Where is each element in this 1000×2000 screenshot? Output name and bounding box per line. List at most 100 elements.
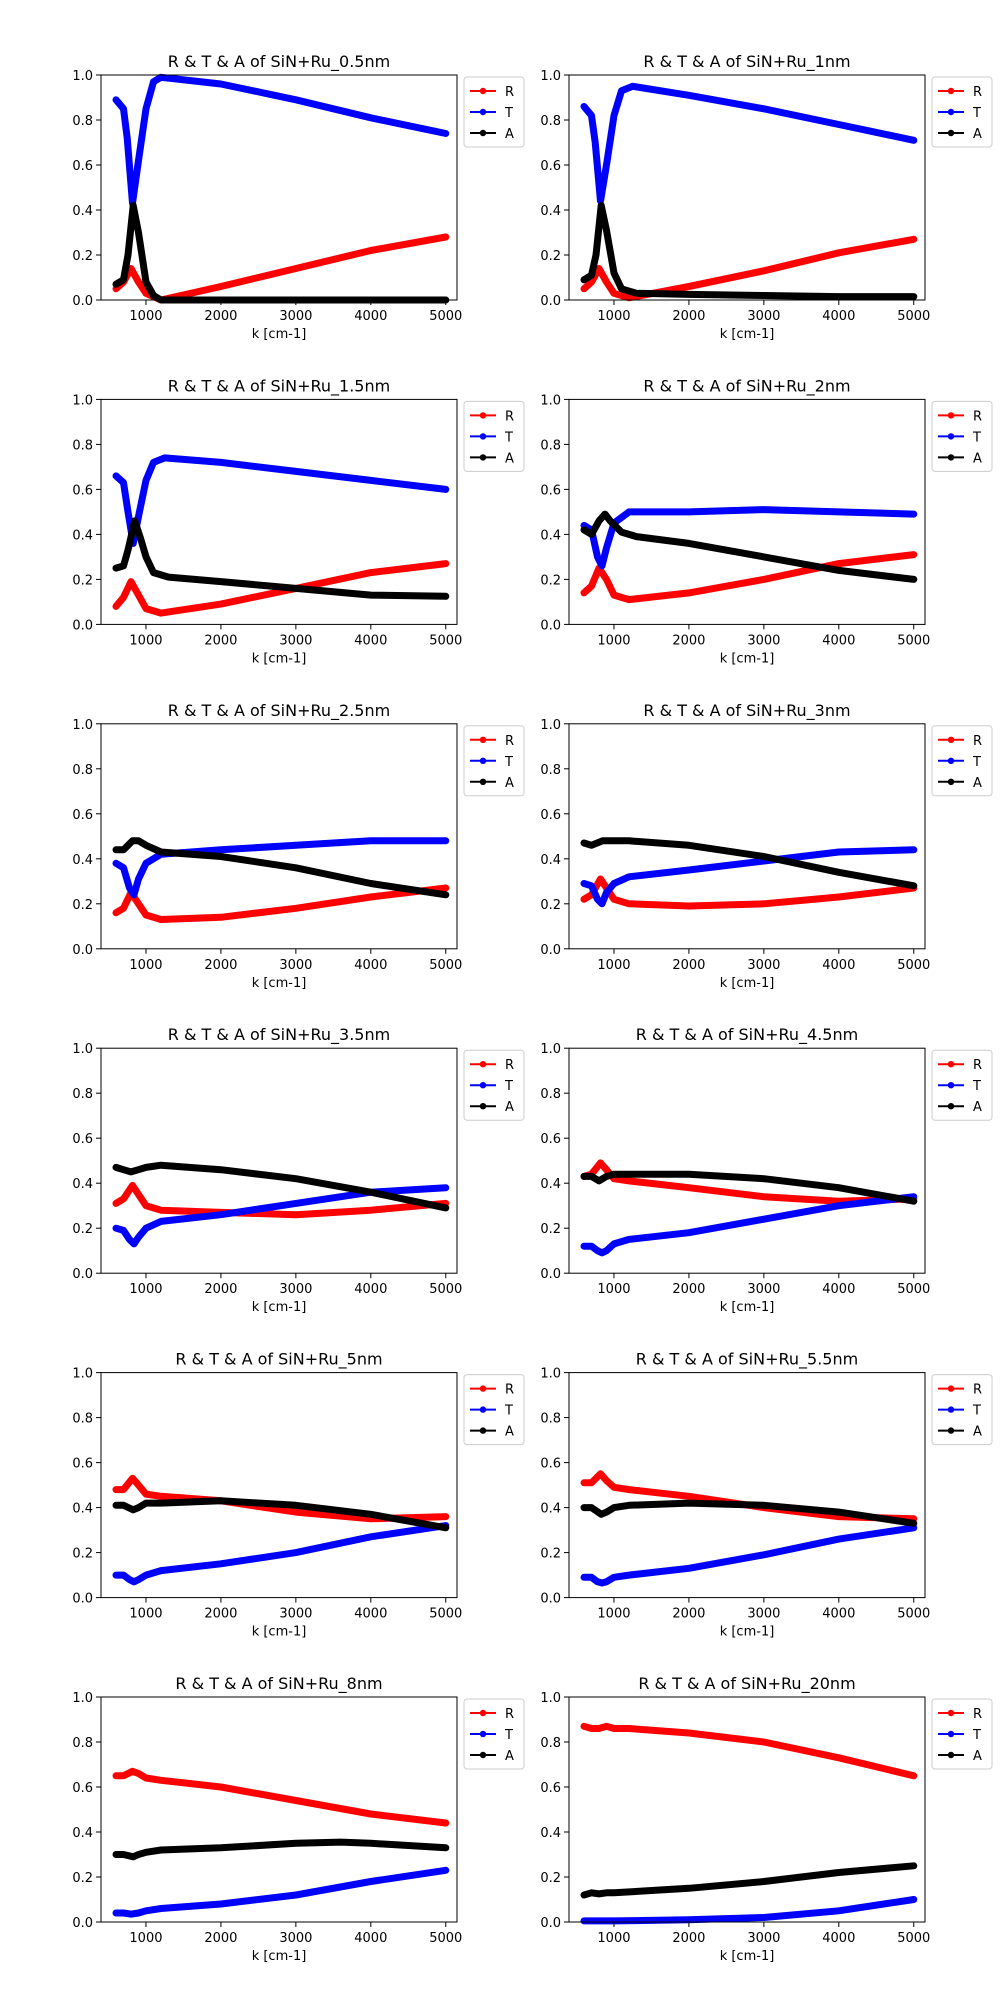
series-T-line bbox=[112, 454, 450, 547]
series-R-line bbox=[112, 1474, 450, 1523]
legend-R-marker bbox=[947, 87, 955, 95]
y-tick-label: 0.6 bbox=[72, 808, 93, 823]
x-tick-label: 1000 bbox=[129, 633, 162, 648]
legend-A-label: A bbox=[505, 776, 514, 791]
series-R-line bbox=[112, 884, 450, 923]
series-T-line bbox=[580, 1524, 918, 1587]
chart-title: R & T & A of SiN+Ru_2.5nm bbox=[168, 701, 390, 721]
x-tick-label: 4000 bbox=[822, 958, 855, 973]
legend-T-marker bbox=[479, 1406, 487, 1413]
legend-A-label: A bbox=[973, 127, 982, 142]
x-tick-label: 3000 bbox=[747, 633, 780, 648]
y-tick-label: 1.0 bbox=[540, 69, 561, 84]
legend-A-marker bbox=[947, 1751, 955, 1759]
y-tick-label: 0.4 bbox=[540, 1177, 561, 1192]
x-tick-label: 3000 bbox=[279, 1607, 312, 1622]
legend-T-label: T bbox=[504, 430, 513, 445]
y-tick-label: 0.6 bbox=[540, 808, 561, 823]
y-tick-label: 0.0 bbox=[72, 618, 93, 633]
x-tick-label: 1000 bbox=[129, 1607, 162, 1622]
y-tick-label: 0.4 bbox=[72, 1826, 93, 1841]
chart-8: R & T & A of SiN+Ru_4.5nm 1000 2000 3000 400… bbox=[540, 1025, 993, 1315]
series-T-line bbox=[112, 73, 450, 207]
x-tick-label: 5000 bbox=[429, 1931, 462, 1946]
y-tick-label: 0.8 bbox=[72, 1087, 93, 1102]
x-tick-label: 4000 bbox=[354, 1282, 387, 1297]
x-tick-label: 4000 bbox=[822, 1931, 855, 1946]
legend-T-marker bbox=[947, 1730, 955, 1738]
series-A-line bbox=[580, 1170, 918, 1205]
y-tick-label: 0.8 bbox=[540, 1412, 561, 1427]
y-tick-label: 0.6 bbox=[540, 1781, 561, 1796]
legend-R-marker bbox=[479, 1061, 487, 1068]
chart-6: R & T & A of SiN+Ru_3nm 1000 2000 3000 4000 5… bbox=[540, 701, 993, 991]
x-tick-label: 1000 bbox=[597, 309, 630, 324]
x-tick-label: 2000 bbox=[204, 1282, 237, 1297]
y-tick-label: 0.2 bbox=[72, 1871, 93, 1886]
legend: RTA bbox=[931, 725, 993, 797]
y-tick-label: 0.6 bbox=[540, 1457, 561, 1472]
y-tick-label: 0.8 bbox=[72, 114, 93, 129]
y-tick-label: 0.6 bbox=[72, 1781, 93, 1796]
y-tick-label: 0.6 bbox=[72, 1457, 93, 1472]
series-T-line bbox=[580, 846, 918, 908]
series-A-line bbox=[112, 837, 450, 899]
legend-T-marker bbox=[947, 1082, 955, 1089]
y-tick-label: 0.0 bbox=[540, 618, 561, 633]
legend-T-label: T bbox=[972, 1079, 981, 1094]
x-axis-label: k [cm-1] bbox=[720, 651, 775, 666]
legend-T-label: T bbox=[504, 106, 513, 121]
x-tick-label: 4000 bbox=[822, 633, 855, 648]
y-tick-label: 0.2 bbox=[540, 1547, 561, 1562]
legend-A-marker bbox=[479, 129, 487, 137]
x-tick-label: 1000 bbox=[597, 1282, 630, 1297]
x-tick-label: 5000 bbox=[429, 1282, 462, 1297]
series-R-line bbox=[580, 235, 918, 302]
legend-T-marker bbox=[479, 108, 487, 116]
legend: RTA bbox=[463, 725, 525, 797]
legend-A-marker bbox=[479, 1751, 487, 1759]
x-tick-label: 3000 bbox=[747, 958, 780, 973]
y-tick-label: 1.0 bbox=[540, 718, 561, 733]
chart-2: R & T & A of SiN+Ru_1nm 1000 2000 3000 4000 5… bbox=[540, 52, 993, 342]
legend-A-label: A bbox=[505, 1100, 514, 1115]
x-tick-label: 1000 bbox=[597, 633, 630, 648]
series-T-line bbox=[112, 1522, 450, 1586]
y-tick-label: 0.6 bbox=[72, 1132, 93, 1147]
x-tick-label: 3000 bbox=[279, 633, 312, 648]
chart-9: R & T & A of SiN+Ru_5nm 1000 2000 3000 4000 5… bbox=[72, 1350, 525, 1640]
legend-R-label: R bbox=[505, 409, 514, 424]
series-A-line bbox=[580, 1499, 918, 1527]
y-tick-label: 0.8 bbox=[540, 763, 561, 778]
legend-T-marker bbox=[947, 1406, 955, 1413]
x-tick-label: 3000 bbox=[279, 1282, 312, 1297]
legend-R-label: R bbox=[973, 85, 982, 100]
y-tick-label: 1.0 bbox=[72, 1691, 93, 1706]
x-tick-label: 2000 bbox=[204, 309, 237, 324]
x-axis-label: k [cm-1] bbox=[720, 976, 775, 991]
plot-frame bbox=[100, 723, 458, 950]
y-tick-label: 0.4 bbox=[540, 204, 561, 219]
chart-3: R & T & A of SiN+Ru_1.5nm 1000 2000 3000 400… bbox=[72, 376, 525, 666]
legend-R-label: R bbox=[505, 1058, 514, 1073]
x-tick-label: 1000 bbox=[129, 309, 162, 324]
series-R-line bbox=[112, 233, 450, 304]
x-axis-label: k [cm-1] bbox=[720, 1949, 775, 1964]
legend-A-label: A bbox=[973, 1100, 982, 1115]
legend-A-marker bbox=[947, 1427, 955, 1434]
legend-A-label: A bbox=[505, 127, 514, 142]
series-R-line bbox=[112, 1767, 450, 1827]
legend-R-label: R bbox=[505, 734, 514, 749]
x-axis-label: k [cm-1] bbox=[252, 976, 307, 991]
series-A-line bbox=[112, 202, 450, 304]
legend: RTA bbox=[463, 76, 525, 148]
legend: RTA bbox=[931, 76, 993, 148]
legend-R-label: R bbox=[973, 1707, 982, 1722]
y-tick-label: 0.2 bbox=[72, 573, 93, 588]
plot-frame bbox=[100, 74, 458, 301]
series-R-line bbox=[580, 1722, 918, 1780]
x-axis-label: k [cm-1] bbox=[252, 651, 307, 666]
legend-A-label: A bbox=[973, 776, 982, 791]
y-tick-label: 0.4 bbox=[72, 1177, 93, 1192]
plot-frame bbox=[100, 398, 458, 625]
